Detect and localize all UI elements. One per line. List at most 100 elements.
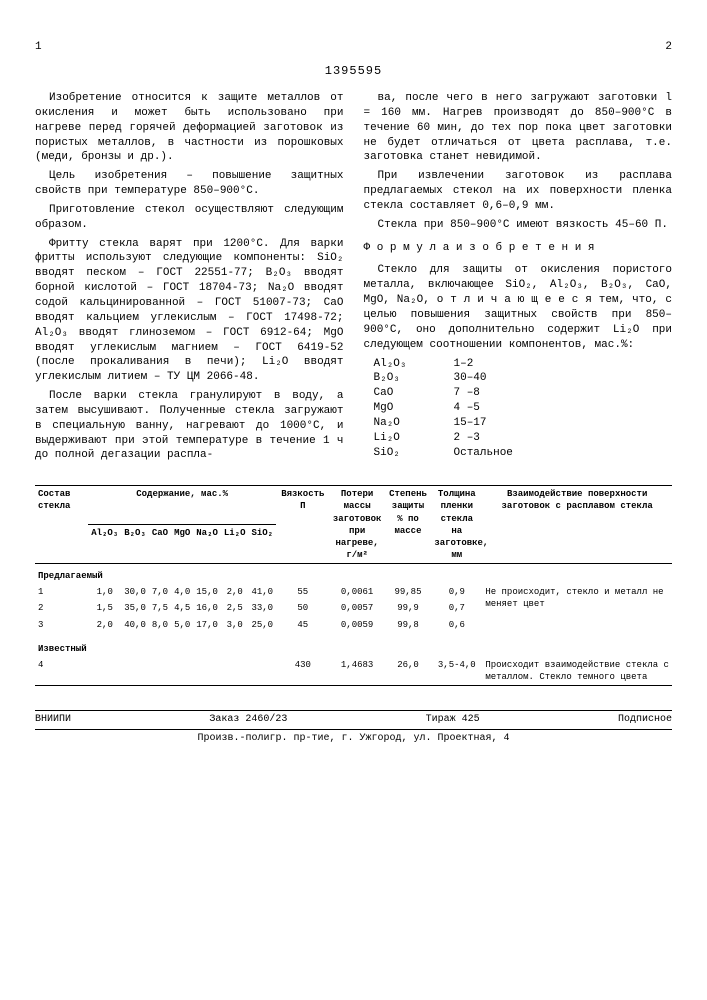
td: 50 [276,600,329,616]
td: 3,5-4,0 [431,657,482,686]
td: 4,5 [171,600,193,616]
td: 45 [276,617,329,633]
comp-val: 15–17 [454,416,487,431]
table-row: 4 430 1,4683 26,0 3,5-4,0 Происходит вза… [35,657,672,686]
td: 5,0 [171,617,193,633]
footer-org: ВНИИПИ [35,713,71,727]
td: 40,0 [121,617,149,633]
comp-key: CaO [374,386,454,401]
td: 1,4683 [330,657,385,686]
comp-key: SiO₂ [374,446,454,461]
paragraph: Цель изобретения – повышение защитных св… [35,169,344,199]
left-column: Изобретение относится к защите металлов … [35,91,344,467]
td: 4 [35,657,88,686]
td: 17,0 [193,617,221,633]
page-number-left: 1 [35,40,42,55]
comp-key: Al₂O₃ [374,357,454,372]
data-table: Состав стекла Содержание, мас.% Вязкость… [35,485,672,690]
td: 0,0059 [330,617,385,633]
paragraph: Стекло для защиты от окисления пористого… [364,263,673,352]
paragraph: Стекла при 850–900°С имеют вязкость 45–6… [364,218,673,233]
th: Li₂O [221,525,249,564]
td: 15,0 [193,584,221,600]
comp-key: MgO [374,401,454,416]
td [248,657,276,686]
td: 35,0 [121,600,149,616]
th: Вязкость П [276,486,329,564]
footer: ВНИИПИ Заказ 2460/23 Тираж 425 Подписное… [35,710,672,745]
td: 30,0 [121,584,149,600]
paragraph: Фритту стекла варят при 1200°С. Для варк… [35,237,344,385]
td: 0,0057 [330,600,385,616]
footer-sub: Подписное [618,713,672,727]
group-label: Предлагаемый [35,564,672,585]
td: 3 [35,617,88,633]
td: 430 [276,657,329,686]
td: 7,5 [149,600,171,616]
comp-key: Li₂O [374,431,454,446]
td [149,657,171,686]
comp-val: 1–2 [454,357,474,372]
td: 1,5 [88,600,121,616]
paragraph: Изобретение относится к защите металлов … [35,91,344,165]
td: 8,0 [149,617,171,633]
th: Взаимодействие поверхности заготовок с р… [482,486,672,564]
td: 41,0 [248,584,276,600]
comp-key: Na₂O [374,416,454,431]
composition-list: Al₂O₃1–2 B₂O₃30–40 CaO7 –8 MgO4 –5 Na₂O1… [374,357,673,461]
td: 2,5 [221,600,249,616]
td: 7,0 [149,584,171,600]
td: 4,0 [171,584,193,600]
td: 26,0 [385,657,432,686]
comp-val: 2 –3 [454,431,480,446]
td: 55 [276,584,329,600]
page-number-right: 2 [665,40,672,55]
th: MgO [171,525,193,564]
td [88,657,121,686]
th: CaO [149,525,171,564]
th: Толщина пленки стекла на заготовке, мм [431,486,482,564]
td: 0,7 [431,600,482,616]
th: B₂O₃ [121,525,149,564]
comp-key: B₂O₃ [374,371,454,386]
th: Степень защиты % по массе [385,486,432,564]
paragraph: При извлечении заготовок из расплава пре… [364,169,673,214]
right-column: ва, после чего в него загружают заготовк… [364,91,673,467]
footer-tirage: Тираж 425 [426,713,480,727]
td: 0,6 [431,617,482,633]
formula-heading: Ф о р м у л а и з о б р е т е н и я [364,241,673,256]
td: 99,8 [385,617,432,633]
th: SiO₂ [248,525,276,564]
group-label: Известный [35,633,672,657]
th: Состав стекла [35,486,88,564]
paragraph: После варки стекла гранулируют в воду, а… [35,389,344,463]
comp-val: 7 –8 [454,386,480,401]
paragraph: Приготовление стекол осуществляют следую… [35,203,344,233]
th: Потери массы заготовок при нагреве, г/м² [330,486,385,564]
td: 33,0 [248,600,276,616]
comp-val: Остальное [454,446,513,461]
td [121,657,149,686]
text-columns: Изобретение относится к защите металлов … [35,91,672,467]
td: 25,0 [248,617,276,633]
td: 1 [35,584,88,600]
td: 99,9 [385,600,432,616]
td: 1,0 [88,584,121,600]
document-id: 1395595 [35,63,672,79]
td [171,657,193,686]
table-row: 1 1,0 30,0 7,0 4,0 15,0 2,0 41,0 55 0,00… [35,584,672,600]
td [193,657,221,686]
th: Содержание, мас.% [88,486,276,525]
td: 2 [35,600,88,616]
td: 16,0 [193,600,221,616]
paragraph: ва, после чего в него загружают заготовк… [364,91,673,165]
th: Na₂O [193,525,221,564]
td: 3,0 [221,617,249,633]
td: 2,0 [88,617,121,633]
footer-address: Произв.-полигр. пр-тие, г. Ужгород, ул. … [35,730,672,746]
td: 0,0061 [330,584,385,600]
td: 99,85 [385,584,432,600]
comp-val: 30–40 [454,371,487,386]
td [221,657,249,686]
td: 0,9 [431,584,482,600]
